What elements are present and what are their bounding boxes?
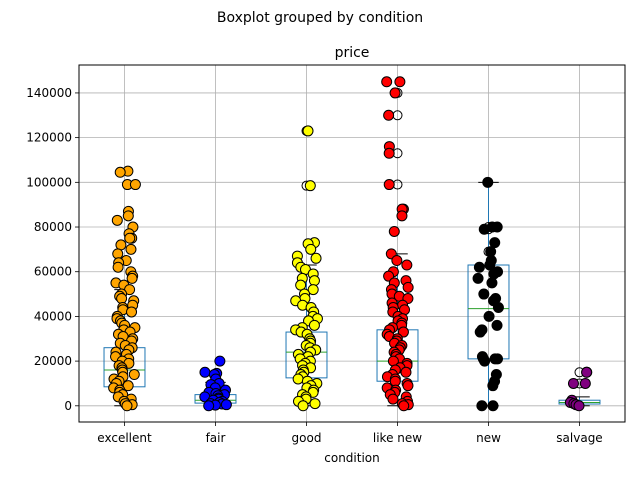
data-point [122, 380, 134, 392]
data-point [397, 326, 409, 338]
data-point [486, 277, 498, 289]
grid-layer [79, 65, 625, 422]
data-point [492, 301, 504, 313]
x-tick-label: good [292, 431, 322, 445]
data-point [489, 353, 501, 365]
data-point [308, 319, 320, 331]
data-point [387, 393, 399, 405]
y-tick-label: 20000 [34, 354, 72, 368]
y-tick-label: 40000 [34, 309, 72, 323]
data-point [305, 243, 317, 255]
data-point [472, 272, 484, 284]
data-point [402, 281, 414, 293]
data-point [309, 398, 321, 410]
y-tick-label: 140000 [26, 86, 72, 100]
data-point [112, 248, 124, 260]
data-point [121, 400, 133, 412]
data-point [126, 272, 138, 284]
data-point [402, 380, 414, 392]
box-layer [103, 181, 601, 407]
data-point [307, 284, 319, 296]
data-point [581, 366, 593, 378]
x-tick-label: excellent [97, 431, 152, 445]
data-point [304, 180, 316, 192]
data-point [383, 147, 395, 159]
data-point [482, 176, 494, 188]
x-tick-label: salvage [556, 431, 602, 445]
data-point [491, 319, 503, 331]
data-point [389, 87, 401, 99]
y-tick-label: 100000 [26, 175, 72, 189]
data-point [220, 399, 232, 411]
y-tick-label: 80000 [34, 220, 72, 234]
x-axis: excellent fair good like new new salvage [97, 422, 603, 445]
data-point [476, 400, 488, 412]
data-point [394, 76, 406, 88]
data-point [478, 223, 490, 235]
data-point [400, 366, 412, 378]
data-point [491, 221, 503, 233]
axes-title: price [335, 45, 370, 61]
x-tick-label: new [476, 431, 501, 445]
data-point [388, 225, 400, 237]
data-point [381, 76, 393, 88]
data-point [111, 214, 123, 226]
data-point [567, 377, 579, 389]
data-point [199, 366, 211, 378]
data-point [396, 210, 408, 222]
y-tick-label: 0 [64, 399, 72, 413]
data-point [302, 125, 314, 137]
data-point [401, 259, 413, 271]
data-point [487, 400, 499, 412]
data-point [203, 400, 215, 412]
data-point [483, 310, 495, 322]
data-point [297, 400, 309, 412]
data-point [112, 261, 124, 273]
data-point [128, 369, 140, 381]
y-axis: 0 20000 40000 60000 80000 100000 120000 140000 [26, 86, 79, 413]
data-point [489, 237, 501, 249]
data-point [292, 373, 304, 385]
plot-frame [78, 64, 626, 423]
data-point [383, 179, 395, 191]
data-point [488, 268, 500, 280]
data-point [214, 355, 226, 367]
data-point [122, 210, 134, 222]
point-layer [108, 76, 593, 412]
data-point [126, 306, 138, 318]
data-point [473, 261, 485, 273]
y-tick-label: 60000 [34, 265, 72, 279]
data-point [114, 166, 126, 178]
data-point [479, 355, 491, 367]
data-point [383, 109, 395, 121]
data-point [398, 400, 410, 412]
data-point [116, 293, 128, 305]
x-tick-label: fair [206, 431, 226, 445]
data-point [579, 377, 591, 389]
figure-suptitle: Boxplot grouped by condition [217, 10, 423, 26]
data-point [487, 380, 499, 392]
data-point [573, 400, 585, 412]
data-point [308, 275, 320, 287]
data-point [124, 232, 136, 244]
data-point [484, 259, 496, 271]
data-point [478, 288, 490, 300]
data-point [129, 179, 141, 191]
data-point [474, 326, 486, 338]
data-point [125, 243, 137, 255]
x-tick-label: like new [373, 431, 422, 445]
data-point [310, 252, 322, 264]
data-point [391, 255, 403, 267]
x-axis-label: condition [324, 451, 379, 465]
y-tick-label: 120000 [26, 131, 72, 145]
